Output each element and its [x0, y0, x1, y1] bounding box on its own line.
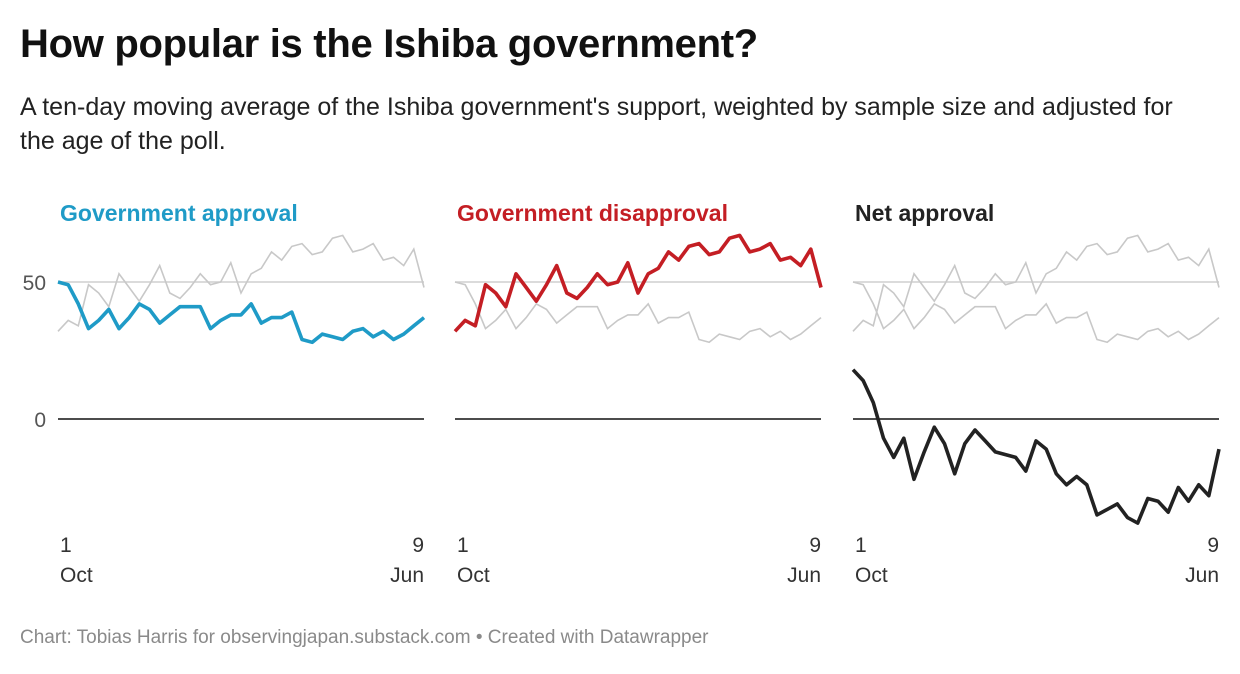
source-credit: Chart: Tobias Harris for observingjapan.… — [20, 627, 471, 648]
footer-separator: • — [475, 627, 483, 648]
chart-title: How popular is the Ishiba government? — [20, 22, 758, 66]
x-end-month: Jun — [1185, 564, 1219, 587]
y-tick-label-50: 50 — [23, 272, 46, 295]
panel-net-approval: Net approval 1 Oct 9 Jun — [851, 200, 1221, 587]
x-start-month: Oct — [60, 564, 93, 587]
x-start-month: Oct — [457, 564, 490, 587]
x-start-day: 1 — [855, 534, 867, 557]
panel-approval: Government approval 1 Oct 9 Jun — [57, 200, 426, 587]
x-end-month: Jun — [390, 564, 424, 587]
x-end-month: Jun — [787, 564, 821, 587]
panel-title-net: Net approval — [855, 200, 994, 226]
series-line-approval — [57, 280, 426, 345]
x-start-day: 1 — [60, 534, 72, 557]
x-start-month: Oct — [855, 564, 888, 587]
x-end-day: 9 — [809, 534, 821, 557]
y-tick-label-0: 0 — [34, 409, 46, 432]
x-start-day: 1 — [457, 534, 469, 557]
panel-title-disapproval: Government disapproval — [457, 200, 728, 226]
chart-subtitle: A ten-day moving average of the Ishiba g… — [20, 93, 1173, 155]
x-end-day: 9 — [1207, 534, 1219, 557]
panel-disapproval: Government disapproval 1 Oct 9 Jun — [453, 200, 823, 587]
tool-credit: Created with Datawrapper — [487, 627, 709, 648]
series-line-net — [851, 368, 1221, 525]
context-line-approval — [852, 281, 1220, 344]
context-line-disapproval — [57, 234, 425, 332]
series-line-disapproval — [453, 233, 823, 333]
chart-footer: Chart: Tobias Harris for observingjapan.… — [20, 627, 709, 649]
x-end-day: 9 — [412, 534, 424, 557]
panel-title-approval: Government approval — [60, 200, 298, 226]
context-line-disapproval — [852, 234, 1220, 332]
context-line-approval — [454, 281, 822, 344]
